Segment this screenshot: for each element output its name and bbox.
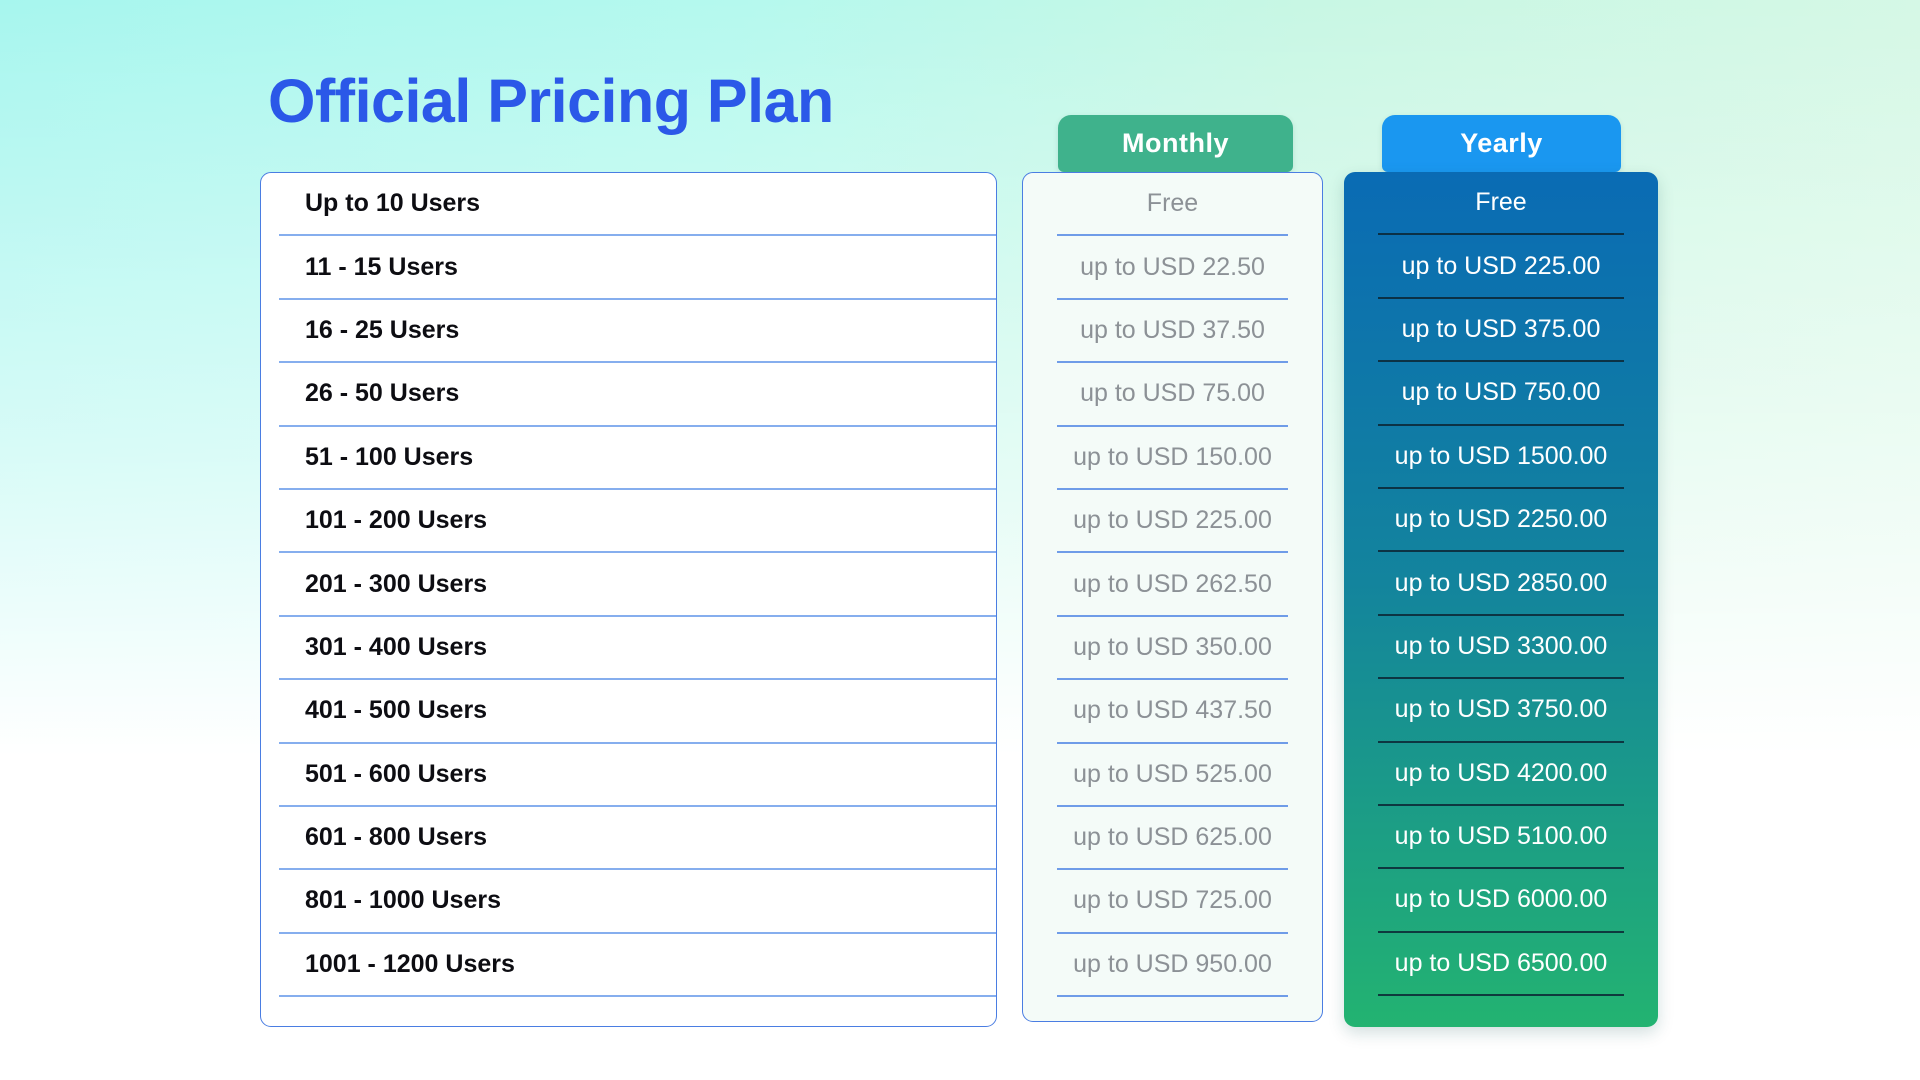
table-row: up to USD 5100.00 [1378,806,1624,870]
table-row: 601 - 800 Users [279,807,996,871]
table-row: Free [1057,173,1288,237]
table-row: 1001 - 1200 Users [279,934,996,998]
table-row: up to USD 4200.00 [1378,743,1624,806]
monthly-prices-card: Free up to USD 22.50 up to USD 37.50 up to … [1022,172,1323,1022]
table-row: up to USD 3300.00 [1378,616,1624,680]
tab-monthly[interactable]: Monthly [1058,115,1293,172]
table-row: 16 - 25 Users [279,300,996,364]
table-row: up to USD 150.00 [1057,427,1288,490]
table-row: 401 - 500 Users [279,680,996,744]
table-row: up to USD 6500.00 [1378,933,1624,997]
table-row: up to USD 225.00 [1057,490,1288,554]
table-row: up to USD 750.00 [1378,362,1624,426]
table-row: up to USD 375.00 [1378,299,1624,363]
table-row: up to USD 3750.00 [1378,679,1624,743]
table-row: 801 - 1000 Users [279,870,996,934]
table-row: Free [1378,172,1624,236]
table-row: 26 - 50 Users [279,363,996,427]
table-row: 11 - 15 Users [279,236,996,300]
table-row: up to USD 437.50 [1057,680,1288,744]
table-row: up to USD 725.00 [1057,870,1288,934]
table-row: up to USD 225.00 [1378,235,1624,299]
table-row: up to USD 6000.00 [1378,869,1624,933]
table-row: up to USD 350.00 [1057,617,1288,681]
user-tiers-card: Up to 10 Users 11 - 15 Users 16 - 25 Users… [260,172,997,1027]
table-row: up to USD 75.00 [1057,363,1288,427]
table-row: 201 - 300 Users [279,553,996,617]
table-row: up to USD 262.50 [1057,553,1288,617]
table-row: 101 - 200 Users [279,490,996,554]
table-row: Up to 10 Users [279,173,996,237]
table-row: up to USD 525.00 [1057,744,1288,807]
table-row: 51 - 100 Users [279,427,996,490]
tab-yearly-label: Yearly [1460,128,1543,158]
table-row: up to USD 22.50 [1057,236,1288,300]
table-row: up to USD 2850.00 [1378,552,1624,616]
table-row: up to USD 1500.00 [1378,426,1624,489]
table-row: up to USD 625.00 [1057,807,1288,871]
yearly-prices-card: Free up to USD 225.00 up to USD 375.00 up t… [1344,172,1658,1027]
table-row: up to USD 950.00 [1057,934,1288,998]
table-row: 301 - 400 Users [279,617,996,681]
table-row: up to USD 37.50 [1057,300,1288,364]
table-row: 501 - 600 Users [279,744,996,807]
tab-monthly-label: Monthly [1122,128,1229,158]
table-row: up to USD 2250.00 [1378,489,1624,553]
page-title: Official Pricing Plan [268,67,834,135]
tab-yearly[interactable]: Yearly [1382,115,1621,172]
